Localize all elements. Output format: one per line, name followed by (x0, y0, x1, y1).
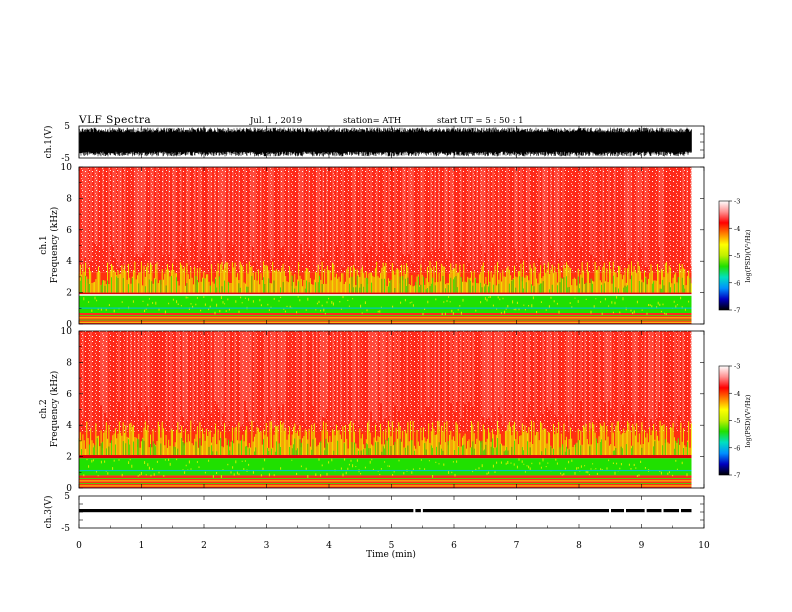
spectrogram-ch2-ytick-label: 4 (66, 421, 72, 431)
colorbar-ch1: -3 -4 -5 -6 -7 log(PSD)(V²/Hz) (718, 198, 752, 315)
colorbar-ch1-tick-label: -5 (734, 252, 740, 260)
spectrogram-ch2-low-line (79, 477, 692, 479)
x-axis-label: Time (min) (366, 549, 416, 560)
spectrogram-ch2-low-line (79, 482, 692, 484)
station-label: station= ATH (343, 116, 401, 126)
spectrogram-ch2-panel: 0 2 4 6 8 10 ch.2 Frequency (kHz) (39, 327, 705, 494)
spectrogram-ch1-cyan-line (79, 307, 692, 309)
colorbar-ch2-tick-label: -5 (734, 417, 740, 425)
spectrogram-ch1-low-line (79, 315, 692, 317)
x-tick-label: 2 (201, 541, 207, 551)
spectrogram-ch1-ylabel: Frequency (kHz) (49, 207, 60, 284)
waveform-ch3-gap (679, 508, 681, 513)
waveform-ch3-gap (624, 508, 626, 513)
x-tick-label: 6 (451, 541, 457, 551)
colorbar-ch1-tick-label: -6 (734, 279, 740, 287)
spectrogram-ch1-green-streaks (79, 275, 691, 293)
waveform-ch1-ytick-label: -5 (61, 154, 70, 164)
spectrogram-ch2-red-line (79, 455, 692, 459)
x-tick-label: 3 (264, 541, 270, 551)
spectrogram-ch2-ytick-label: 8 (66, 358, 72, 368)
waveform-ch3-trace (79, 509, 692, 513)
waveform-ch1-panel: 5 -5 ch.1(V) (43, 122, 705, 164)
spectrogram-ch1-ytick-label: 6 (66, 226, 72, 236)
x-tick-label: 8 (576, 541, 582, 551)
waveform-ch3-ylabel: ch.3(V) (43, 496, 54, 529)
start-time-label: start UT = 5 : 50 : 1 (437, 116, 524, 126)
spectrogram-ch1-low-line (79, 317, 692, 319)
waveform-ch3-ytick-label: -5 (61, 524, 70, 534)
spectrogram-ch2-green-speckles (83, 458, 688, 479)
waveform-ch3-gap (661, 508, 664, 513)
spectrogram-ch2-channel-label: ch.2 (39, 399, 49, 418)
colorbar-ch2: -3 -4 -5 -6 -7 log(PSD)(V²/Hz) (718, 363, 752, 480)
spectrogram-ch2-low-line (79, 485, 692, 487)
waveform-ch1-ytick-label: 5 (64, 122, 70, 132)
x-tick-label: 1 (139, 541, 145, 551)
spectrogram-ch1-channel-label: ch.1 (39, 235, 49, 254)
spectrogram-ch2-ytick-label: 2 (66, 453, 72, 463)
colorbar-ch1-gradient (718, 200, 730, 311)
colorbar-ch1-tick-label: -4 (734, 225, 740, 233)
waveform-ch1-trace (79, 127, 692, 157)
waveform-ch3-gap (413, 508, 416, 513)
spectrogram-ch1-white-streaks (82, 167, 692, 273)
figure-title: VLF Spectra (78, 114, 151, 126)
colorbar-ch2-tick-label: -7 (734, 472, 740, 480)
spectrogram-ch1-red-line (79, 292, 692, 295)
spectrogram-ch1-ytick-label: 0 (66, 320, 72, 330)
waveform-ch3-gap (609, 508, 611, 513)
colorbar-ch2-label: log(PSD)(V²/Hz) (744, 394, 752, 447)
spectrogram-ch1-low-line (79, 321, 692, 323)
waveform-ch1-ylabel: ch.1(V) (43, 126, 54, 159)
spectrogram-ch2-ytick-label: 6 (66, 390, 72, 400)
x-tick-label: 10 (698, 541, 710, 551)
colorbar-ch2-tick-label: -6 (734, 444, 740, 452)
spectrogram-ch1-ytick-label: 8 (66, 194, 72, 204)
x-tick-label: 0 (76, 541, 82, 551)
colorbar-ch2-tick-label: -3 (734, 363, 740, 371)
x-tick-label: 4 (326, 541, 332, 551)
waveform-ch3-ytick-label: 5 (64, 492, 70, 502)
spectrogram-ch2-cyan-line (79, 469, 692, 472)
x-tick-label: 7 (514, 541, 520, 551)
spectrogram-ch1-low-line (79, 319, 692, 321)
spectrogram-ch2-white-streaks (78, 331, 692, 431)
spectrogram-ch1-line-band (79, 313, 692, 324)
spectrogram-ch1-green-band (79, 295, 692, 314)
x-tick-label: 9 (639, 541, 645, 551)
spectrogram-ch2-ylabel: Frequency (kHz) (49, 371, 60, 448)
waveform-ch3-gap (644, 508, 647, 513)
waveform-ch3-panel: 5 -5 ch.3(V) (43, 492, 705, 534)
spectrogram-ch2-ytick-label: 10 (61, 327, 73, 337)
date-label: Jul. 1 , 2019 (249, 116, 302, 126)
spectrogram-ch1-ytick-label: 10 (61, 163, 73, 173)
spectrogram-ch2-ytick-label: 0 (66, 484, 72, 494)
waveform-ch3-gap (420, 508, 423, 513)
colorbar-ch2-tick-label: -4 (734, 390, 740, 398)
colorbar-ch2-gradient (718, 365, 730, 476)
colorbar-ch1-tick-label: -7 (734, 307, 740, 315)
spectrogram-ch2-low-line (79, 480, 692, 482)
spectrogram-ch1-ytick-label: 2 (66, 289, 72, 299)
spectrogram-ch1-panel: 0 2 4 6 8 10 ch.1 Frequency (kHz) (39, 163, 705, 330)
spectrogram-ch1-ytick-label: 4 (66, 257, 72, 267)
x-tick-label: 5 (389, 541, 395, 551)
spectrogram-ch2-green-band (79, 458, 692, 476)
colorbar-ch1-label: log(PSD)(V²/Hz) (744, 229, 752, 282)
colorbar-ch1-tick-label: -3 (734, 198, 740, 206)
